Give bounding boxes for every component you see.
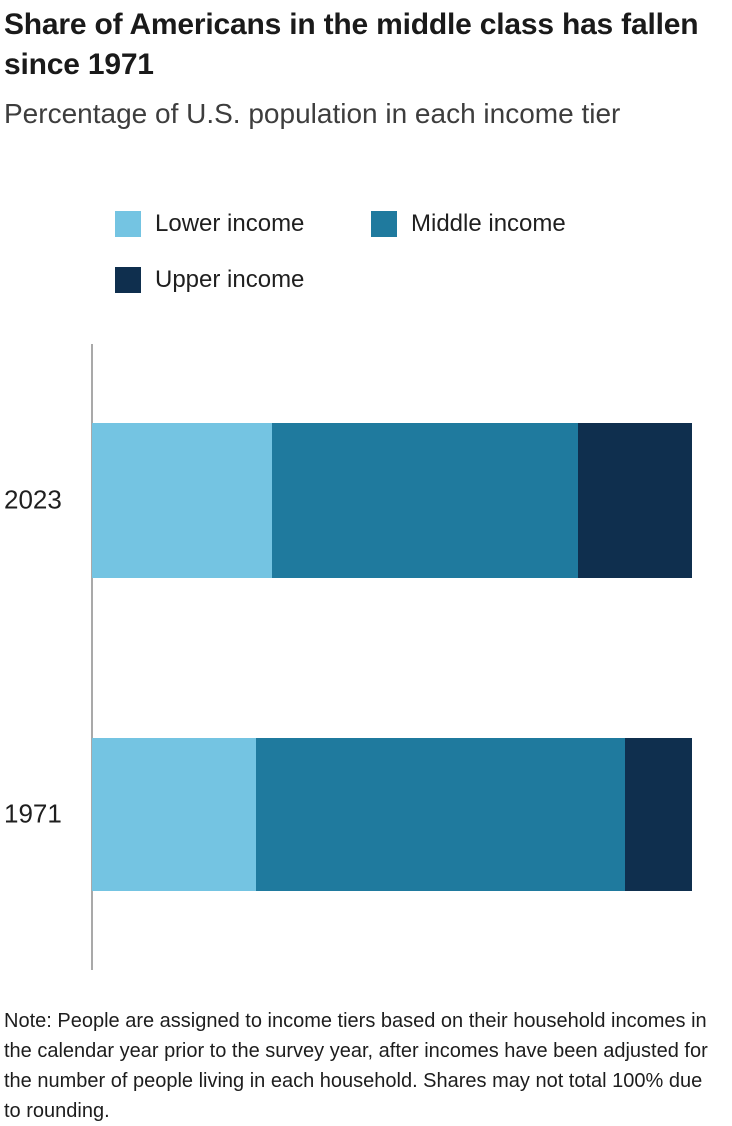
- legend-swatch-middle-income-icon: [371, 210, 397, 237]
- legend: Lower income Middle income Upper income: [115, 209, 728, 293]
- legend-item-upper-income: Upper income: [115, 265, 371, 293]
- bar-segment-2023-middle-income: [272, 422, 578, 578]
- legend-label-upper-income: Upper income: [155, 265, 305, 293]
- chart-subtitle: Percentage of U.S. population in each in…: [4, 98, 621, 130]
- bar-segment-2023-lower-income: [92, 422, 272, 578]
- legend-item-lower-income: Lower income: [115, 209, 371, 237]
- bar-segment-2023-upper-income: [578, 422, 692, 578]
- stacked-bar-2023: [92, 422, 692, 578]
- category-label-1971: 1971: [4, 798, 62, 829]
- legend-swatch-upper-income-icon: [115, 266, 141, 293]
- chart-title: Share of Americans in the middle class h…: [4, 8, 699, 81]
- category-label-2023: 2023: [4, 484, 62, 515]
- legend-label-lower-income: Lower income: [155, 209, 305, 237]
- legend-label-middle-income: Middle income: [411, 209, 566, 237]
- bar-segment-1971-middle-income: [255, 737, 626, 891]
- legend-swatch-lower-income-icon: [115, 210, 141, 237]
- bar-segment-1971-upper-income: [625, 737, 692, 891]
- stacked-bar-1971: [92, 737, 692, 891]
- bar-row-2023: 2023: [4, 422, 728, 578]
- bar-row-1971: 1971: [4, 737, 728, 891]
- legend-item-middle-income: Middle income: [371, 209, 728, 237]
- y-axis-line: [91, 343, 93, 970]
- stacked-bar-chart: 2023 1971: [4, 343, 728, 970]
- note-text: Note: People are assigned to income tier…: [4, 1009, 708, 1122]
- bar-segment-1971-lower-income: [92, 737, 256, 891]
